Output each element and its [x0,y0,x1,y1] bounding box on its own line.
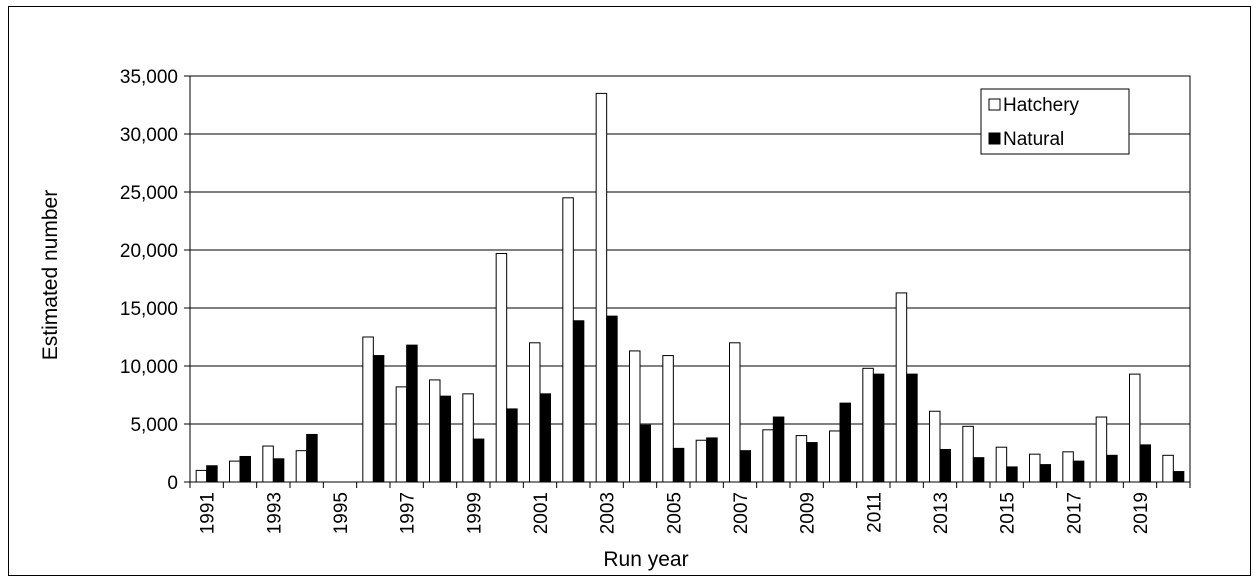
x-tick-label: 1997 [398,492,419,534]
bar-natural-2016 [1039,464,1051,483]
y-tick-labels: 0 5,000 10,000 15,000 20,000 25,000 30,000 35,0… [120,67,178,494]
bar-natural-2017 [1072,460,1085,483]
bar-hatchery-2000 [495,252,508,483]
legend-box [980,88,1130,155]
legend-label-natural: Natural [1003,129,1064,150]
bar-hatchery-1997 [395,386,408,483]
x-tick-label: 2001 [531,492,552,534]
x-tick-label: 1991 [198,492,219,534]
bar-hatchery-2009 [795,435,808,483]
bar-natural-1998 [439,395,451,483]
bar-natural-1996 [372,355,385,483]
x-tick-label: 2003 [598,492,619,534]
bar-natural-2020 [1172,471,1185,483]
axes [184,75,1191,488]
bar-hatchery-2018 [1095,416,1108,483]
bar-natural-2008 [772,416,785,483]
bar-hatchery-2004 [629,350,641,483]
bar-hatchery-2017 [1062,451,1074,483]
bars [195,92,1185,483]
bar-hatchery-2002 [562,197,574,483]
bar-hatchery-1999 [462,393,474,483]
bar-hatchery-2007 [729,342,741,483]
x-tick-label: 2011 [864,492,885,533]
bar-natural-2012 [906,373,918,483]
x-tick-label: 2017 [1064,492,1085,534]
bar-hatchery-1998 [429,379,441,483]
bar-hatchery-2008 [762,429,774,483]
bar-hatchery-2016 [1029,453,1041,483]
bar-hatchery-2003 [595,92,608,483]
bar-hatchery-2014 [962,425,974,483]
y-tick-label: 15,000 [120,299,178,320]
x-tick-label: 2013 [931,492,952,534]
x-tick-labels: 1991 1993 1995 1997 1999 2001 2003 2005 2007 2009… [198,492,1152,534]
y-tick-label: 5,000 [130,415,178,436]
bar-hatchery-2019 [1129,373,1141,483]
bar-natural-2000 [506,408,518,483]
y-tick-label: 10,000 [120,357,178,378]
x-tick-label: 1993 [264,492,285,534]
bar-natural-2001 [539,393,551,483]
bar-hatchery-2001 [529,342,541,483]
bar-natural-2018 [1106,454,1118,483]
x-tick-label: 1999 [464,492,485,534]
bar-hatchery-2006 [695,439,708,483]
x-tick-label: 2019 [1131,492,1152,534]
legend: Hatchery Natural [980,88,1130,155]
bar-hatchery-2005 [662,355,674,483]
bar-natural-2005 [672,447,685,483]
bar-natural-2011 [872,373,885,483]
y-tick-label: 20,000 [120,241,178,262]
y-tick-label: 0 [167,473,178,494]
y-tick-label: 35,000 [120,67,178,88]
bar-hatchery-2010 [829,430,841,483]
y-tick-label: 25,000 [120,183,178,204]
bar-chart: 0 5,000 10,000 15,000 20,000 25,000 30,000 35,0… [39,67,1191,571]
bar-hatchery-2011 [862,367,874,483]
bar-natural-2009 [806,442,818,483]
legend-label-hatchery: Hatchery [1003,95,1080,116]
legend-swatch-natural [988,132,1001,145]
y-axis-title: Estimated number [39,190,62,360]
y-tick-label: 30,000 [120,125,178,146]
x-tick-label: 1995 [331,492,352,534]
bar-natural-1992 [239,455,251,483]
x-tick-label: 2015 [998,492,1019,534]
bar-natural-1991 [206,465,218,483]
bar-hatchery-1996 [362,336,374,483]
bar-hatchery-1993 [262,445,274,483]
bar-hatchery-1992 [229,460,241,483]
bar-natural-1999 [472,438,485,483]
bar-hatchery-1991 [195,469,208,483]
bar-natural-1994 [306,433,318,483]
bar-natural-2007 [739,450,751,483]
bar-hatchery-2020 [1162,454,1174,483]
chart-frame: 0 5,000 10,000 15,000 20,000 25,000 30,000 35,0… [8,6,1251,576]
bar-natural-1997 [406,344,418,483]
bar-natural-2015 [1006,466,1018,483]
bar-natural-2019 [1139,444,1151,483]
bar-natural-2014 [972,457,985,483]
bar-hatchery-1994 [295,450,308,483]
bar-natural-2006 [706,437,718,483]
bar-natural-2002 [572,320,585,483]
bar-natural-2004 [639,424,651,483]
bar-hatchery-2015 [995,446,1008,483]
bar-natural-2003 [606,315,618,483]
bar-natural-2013 [939,449,951,483]
x-tick-label: 2007 [731,492,752,534]
bar-natural-1993 [272,458,285,483]
bar-natural-2010 [839,402,851,483]
legend-swatch-hatchery [988,98,1001,111]
x-tick-label: 2005 [664,492,685,534]
bar-hatchery-2013 [929,410,941,483]
bar-hatchery-2012 [895,292,908,483]
x-axis-title: Run year [603,548,688,571]
x-tick-label: 2009 [798,492,819,534]
